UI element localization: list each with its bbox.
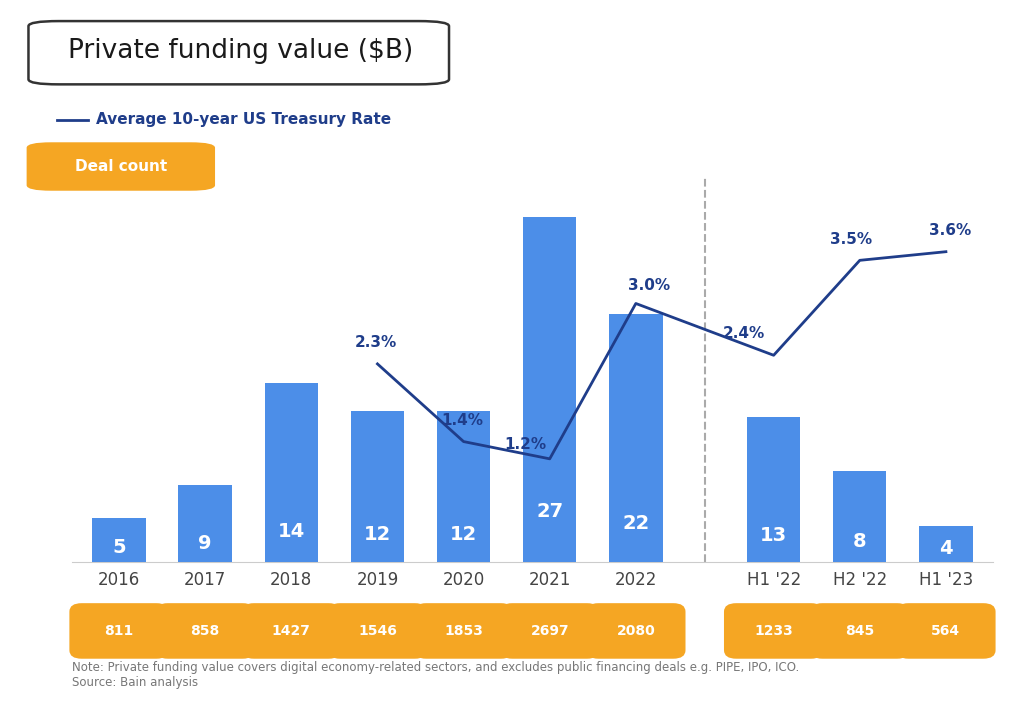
Text: 858: 858	[190, 624, 220, 638]
Bar	[834, 471, 887, 562]
Text: 8: 8	[853, 532, 866, 551]
Bar	[92, 517, 145, 562]
Text: 3.0%: 3.0%	[628, 278, 670, 293]
Bar	[437, 411, 490, 562]
Text: 1.2%: 1.2%	[505, 437, 547, 452]
Text: Deal count: Deal count	[75, 159, 167, 174]
FancyBboxPatch shape	[29, 21, 449, 84]
Text: 2080: 2080	[616, 624, 655, 638]
Bar	[523, 217, 577, 562]
Bar	[609, 314, 663, 562]
Text: 3.5%: 3.5%	[830, 231, 872, 247]
Text: 1427: 1427	[272, 624, 310, 638]
Text: 27: 27	[537, 502, 563, 521]
Text: 12: 12	[364, 525, 391, 544]
Text: 13: 13	[760, 526, 787, 545]
Text: 1546: 1546	[358, 624, 397, 638]
Text: 5: 5	[113, 538, 126, 557]
Text: Average 10-year US Treasury Rate: Average 10-year US Treasury Rate	[96, 112, 391, 127]
Text: 564: 564	[932, 624, 961, 638]
Text: 845: 845	[845, 624, 874, 638]
Text: 2697: 2697	[530, 624, 569, 638]
Text: 1233: 1233	[755, 624, 793, 638]
Text: 2.3%: 2.3%	[354, 335, 397, 350]
Bar	[920, 526, 973, 562]
Text: 2.4%: 2.4%	[722, 326, 765, 342]
Text: 9: 9	[199, 534, 212, 553]
Text: 22: 22	[623, 514, 649, 533]
Bar	[351, 411, 404, 562]
FancyBboxPatch shape	[27, 142, 215, 191]
Text: 14: 14	[278, 522, 305, 541]
Text: Private funding value ($B): Private funding value ($B)	[68, 39, 414, 65]
Bar	[746, 418, 801, 562]
Text: 12: 12	[450, 525, 477, 544]
Text: 3.6%: 3.6%	[929, 223, 972, 238]
Bar	[178, 485, 231, 562]
Text: 811: 811	[104, 624, 134, 638]
Text: 4: 4	[939, 539, 952, 558]
Text: 1.4%: 1.4%	[441, 413, 483, 427]
Text: Note: Private funding value covers digital economy-related sectors, and excludes: Note: Private funding value covers digit…	[72, 661, 799, 689]
Bar	[264, 383, 318, 562]
Text: 1853: 1853	[444, 624, 483, 638]
